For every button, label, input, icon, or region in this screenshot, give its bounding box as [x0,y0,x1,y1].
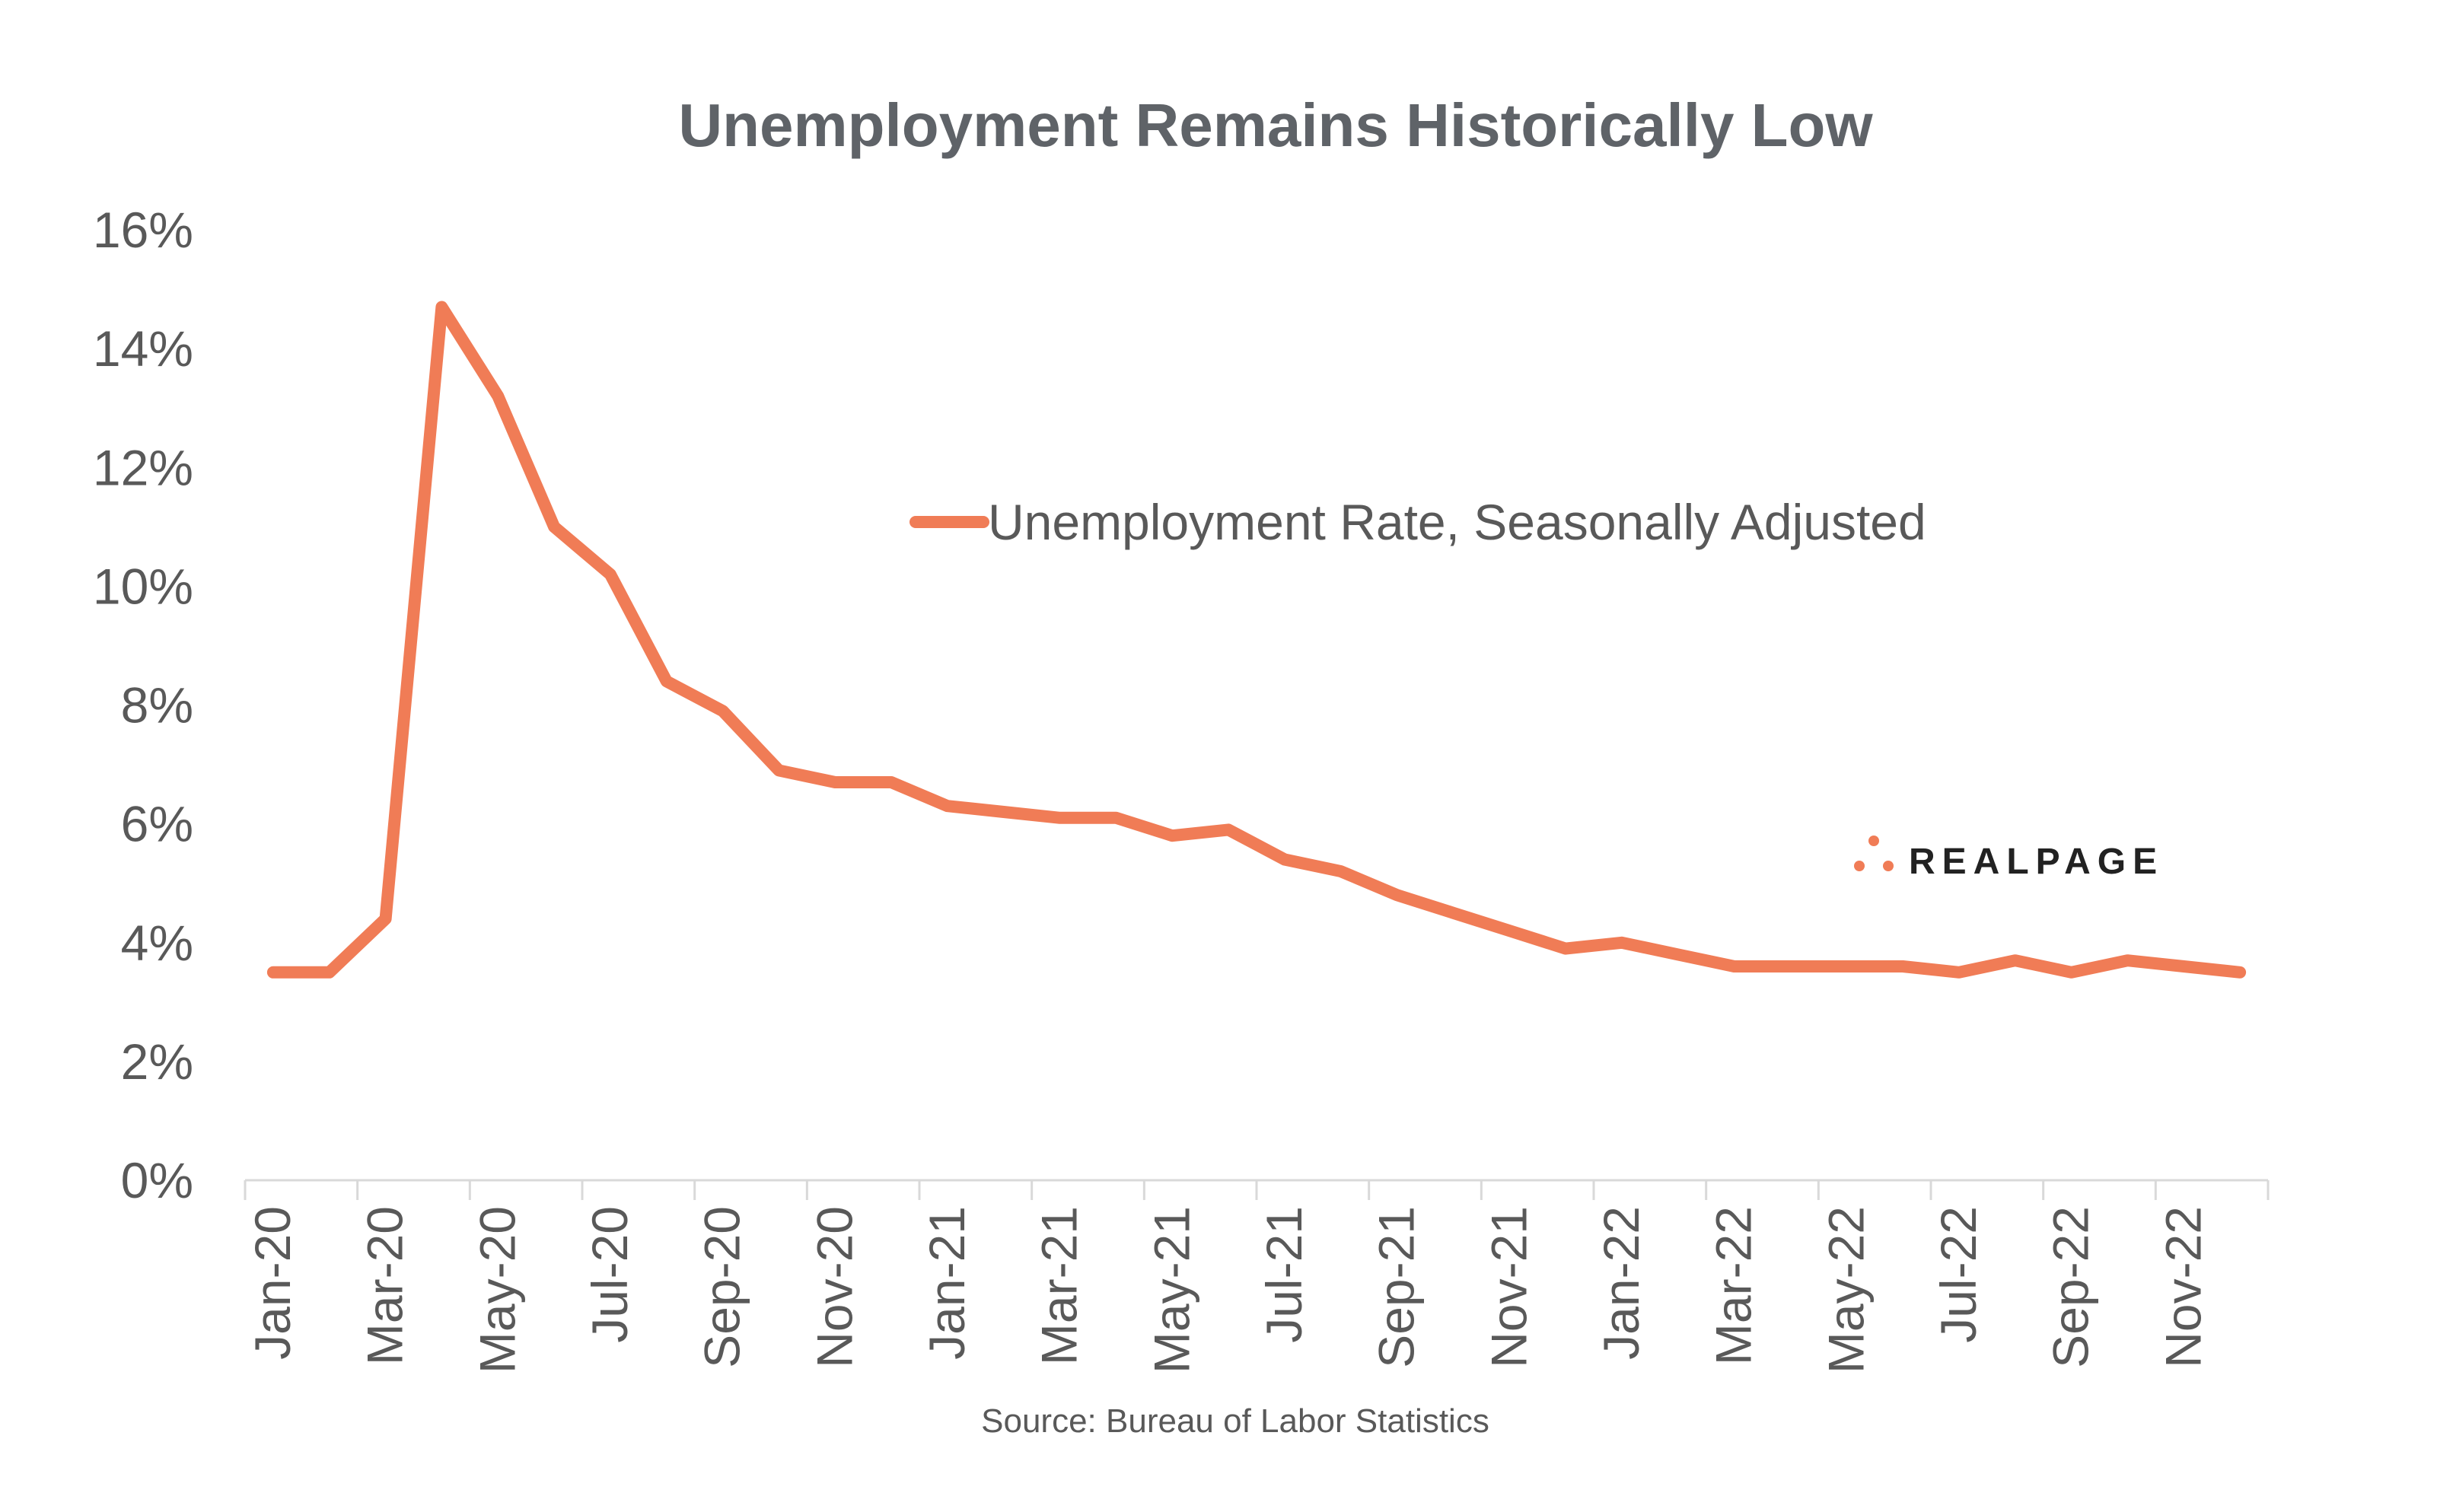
realpage-logo: REALPAGE [1854,836,2164,882]
series-layer [266,301,2247,979]
legend: Unemployment Rate, Seasonally Adjusted [909,494,1926,550]
y-tick-label: 6% [121,796,193,852]
x-tick-label: Mar-20 [357,1206,413,1365]
x-tick-label: Jan-21 [919,1206,975,1360]
x-tick-label: Mar-22 [1706,1206,1762,1365]
x-tick-label: Nov-22 [2155,1206,2211,1368]
logo-wordmark: REALPAGE [1909,842,2164,882]
logo-dot-top [1868,836,1879,846]
x-tick-label: Nov-20 [806,1206,862,1368]
x-tick-label: Jul-22 [1930,1206,1986,1343]
y-tick-label: 12% [93,439,193,495]
x-tick-label: Jan-22 [1593,1206,1649,1360]
series-line-unemployment-rate [266,301,2247,979]
x-tick-label: Jul-21 [1256,1206,1312,1343]
y-axis: 0% 2% 4% 6% 8% 10% 12% 14% 16% [93,202,193,1208]
y-tick-label: 4% [121,915,193,971]
x-tick-label: May-21 [1143,1206,1199,1374]
x-tick-label: Sep-21 [1368,1206,1425,1368]
y-tick-label: 2% [121,1033,193,1090]
y-tick-label: 14% [93,320,193,377]
legend-label: Unemployment Rate, Seasonally Adjusted [988,494,1926,550]
y-tick-label: 8% [121,677,193,734]
source-note: Source: Bureau of Labor Statistics [981,1402,1489,1440]
x-tick-label: Sep-22 [2043,1206,2099,1368]
y-tick-label: 0% [121,1152,193,1208]
x-tick-label: Mar-21 [1031,1206,1088,1365]
y-tick-label: 16% [93,202,193,258]
logo-dot-left [1854,861,1865,871]
chart-title: Unemployment Remains Historically Low [678,91,1873,159]
x-tick-label: Jul-20 [581,1206,638,1343]
x-tick-label: May-22 [1817,1206,1874,1374]
x-tick-label: May-20 [469,1206,525,1374]
x-tick-label: Sep-20 [694,1206,750,1368]
x-tick-label: Jan-20 [244,1206,301,1360]
logo-dot-right [1883,861,1894,871]
y-tick-label: 10% [93,558,193,614]
x-axis: Jan-20 Mar-20 May-20 Jul-20 Sep-20 Nov-20 Jan-… [244,1179,2270,1374]
x-tick-label: Nov-21 [1480,1206,1537,1368]
